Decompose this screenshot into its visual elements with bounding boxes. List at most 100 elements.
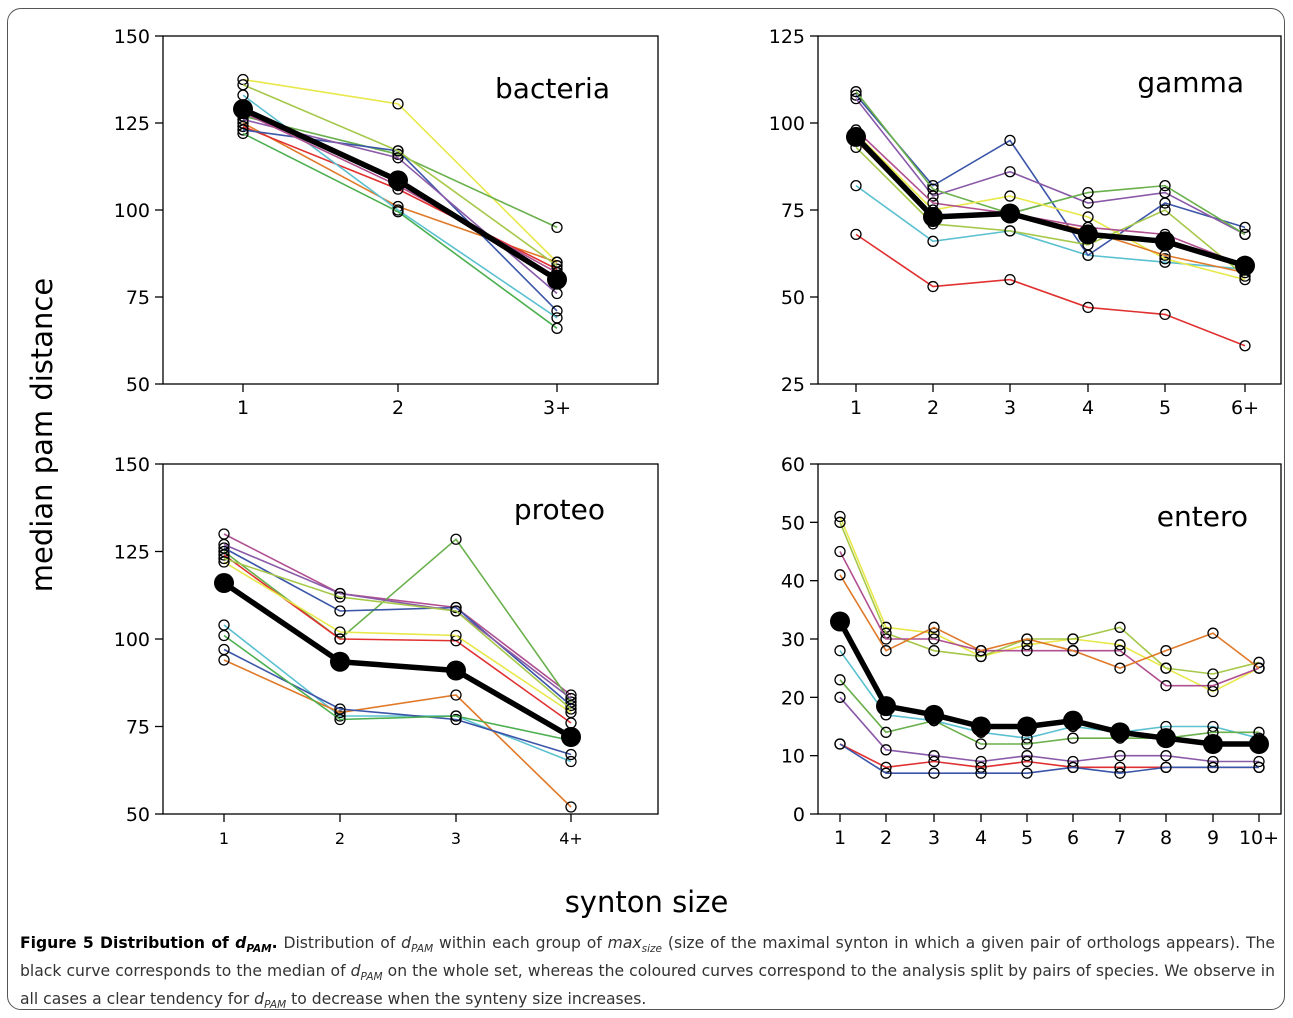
series-point [927,183,939,195]
series-point [1114,662,1126,674]
series-point [237,120,249,133]
x-tick-label: 3 [451,829,461,848]
series-line [839,743,1259,774]
median-point [1155,231,1175,252]
series-point [450,533,462,545]
y-axis-label: median pam distance [25,277,59,593]
series-line [855,129,1246,267]
x-tick-label: 6+ [1231,397,1259,419]
series-line [855,91,1246,236]
figure-frame [7,8,1285,1010]
median-point [1156,728,1176,749]
series-line [855,132,1246,281]
y-tick-label: 125 [114,542,150,564]
series-line [839,522,1260,675]
series-line [242,115,558,229]
y-tick-label: 100 [769,113,805,135]
series-point [1160,680,1172,692]
median-point [1235,255,1255,276]
series-line [855,146,1246,277]
series-point [1239,228,1251,241]
series-point [551,221,563,234]
y-tick-label: 50 [781,287,805,309]
series-point [237,127,249,140]
chart-panel-gamma: 25 50 75 100 125 1 2 3 4 5 6+ gamma [769,26,1282,419]
x-axis-label: synton size [564,885,729,919]
series-line [839,650,1260,739]
series-point [1067,761,1079,773]
series-point [1239,340,1251,352]
series-line [242,78,558,263]
chart-panel-proteo: 50 75 100 125 150 1 2 3 4+ proteo [114,454,659,848]
series-line [223,557,572,710]
series-point [1004,273,1016,286]
median-point [1249,734,1269,754]
series-point [975,738,987,750]
series-point [928,755,940,768]
median-point [1063,710,1083,731]
series-line [223,561,572,714]
x-tick-label: 1 [834,827,846,849]
series-point [392,206,404,218]
series-point [1159,179,1171,192]
chart-panel-entero: 0 10 20 30 40 50 60 1 2 3 4 5 6 7 8 9 10+ entero [781,454,1282,849]
series-line [839,696,1259,763]
series-point [834,569,846,581]
figure-caption: Figure 5 Distribution of dPAM. Distribut… [20,932,1275,1016]
series-point [1160,761,1172,773]
series-point [880,645,892,657]
series-point [334,605,346,617]
series-point [1021,767,1033,779]
y-tick-label: 50 [126,804,150,826]
series-point [1207,755,1219,768]
series-point [1253,755,1265,768]
series-point [1160,645,1172,657]
x-tick-label: 2 [392,397,404,419]
median-line [837,620,1259,747]
series-point [1021,633,1033,645]
x-tick-label: 5 [1159,397,1171,419]
series-point [392,98,404,110]
panel-title: gamma [1137,66,1244,99]
series-point [1082,186,1094,199]
series-point [1160,662,1172,674]
median-point [846,126,866,147]
x-tick-label: 3 [928,827,940,849]
caption-variable: d [401,934,412,952]
series-line [223,659,572,808]
series-point [834,674,846,686]
median-point [830,611,850,632]
series-point [928,633,940,645]
y-tick-label: 40 [781,571,805,593]
series-point [1004,166,1016,178]
series-point [1160,750,1172,762]
series-line [223,648,572,756]
series-point [1004,134,1016,147]
series-point [450,689,462,701]
series-line [839,743,1259,769]
y-tick-label: 100 [114,629,150,651]
series-point [1021,750,1033,762]
series-point [850,228,862,241]
series-point [1207,668,1219,680]
series-point [880,744,892,756]
y-tick-label: 75 [781,200,805,222]
median-point [876,696,896,717]
series-point [334,587,346,600]
median-point [547,269,567,290]
series-point [834,645,846,657]
series-point [334,706,346,719]
series-point [1159,186,1171,199]
series-point [1067,645,1079,657]
series-point [1114,750,1126,762]
y-tick-label: 75 [126,287,150,309]
series-line [242,83,558,267]
y-tick-label: 125 [769,26,805,48]
y-tick-label: 60 [781,454,805,476]
series-point [565,703,577,715]
series-point [334,713,346,726]
series-point [834,516,846,528]
series-line [855,233,1246,347]
x-tick-label: 1 [237,397,249,419]
series-point [551,305,563,317]
